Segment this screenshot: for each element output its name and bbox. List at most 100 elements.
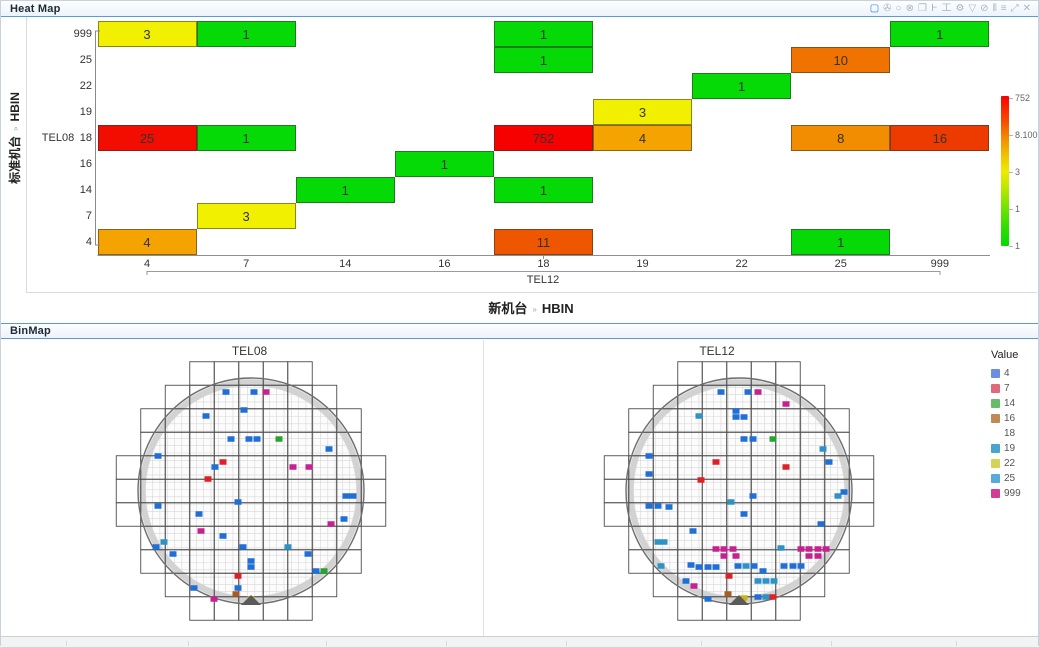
y-axis-title-main: 标准机台 [8, 135, 22, 184]
binmap-legend-item[interactable]: 14 [991, 396, 1021, 411]
binmap-legend-item[interactable]: 16 [991, 411, 1021, 426]
menu-icon[interactable]: ≡ [1000, 3, 1007, 14]
legend-swatch [991, 474, 1000, 483]
binmap-panel-titlebar[interactable]: BinMap [1, 323, 1038, 339]
legend-swatch [991, 444, 1000, 453]
heatmap-toolbar: ▢ ✇ ○ ⊗ ❐ Ͱ 工 ⚙ ▽ ⊘ ⫴ ≡ ⤢ ✕ [870, 2, 1038, 15]
heatmap-cell[interactable]: 752 [493, 125, 593, 151]
wafer-map-tel12[interactable] [599, 353, 879, 641]
binmap-legend-item[interactable]: 22 [991, 456, 1021, 471]
color-scale-tick-label: 3 [1009, 167, 1020, 177]
binmap-legend-item[interactable]: 25 [991, 471, 1021, 486]
heatmap-cell[interactable]: 8 [791, 125, 891, 151]
heatmap-cell[interactable]: 4 [97, 229, 197, 255]
binmap-legend-item[interactable]: 7 [991, 381, 1021, 396]
heatmap-cell[interactable]: 11 [493, 229, 593, 255]
legend-label: 22 [1004, 458, 1016, 469]
x-axis-tick-label: 25 [834, 258, 847, 270]
heatmap-cell[interactable]: 25 [97, 125, 197, 151]
deselect-icon[interactable]: ⊗ [905, 3, 914, 14]
y-axis-tick-label: 16 [79, 158, 92, 170]
binmap-panel-title: BinMap [10, 325, 51, 337]
heatmap-cell[interactable]: 3 [593, 99, 693, 125]
x-axis-tick-label: 16 [438, 258, 451, 270]
binmap-legend-item[interactable]: 19 [991, 441, 1021, 456]
legend-swatch [991, 399, 1000, 408]
heatmap-cell[interactable]: 3 [196, 203, 296, 229]
strip-tick [566, 641, 567, 646]
binmap-legend-item[interactable]: 4 [991, 366, 1021, 381]
copy-icon[interactable]: ❐ [917, 3, 927, 14]
binmap-legend-item[interactable]: 18 [991, 426, 1021, 441]
wafer-title-tel08: TEL08 [231, 344, 268, 358]
x-axis-title-sub: HBIN [541, 301, 574, 316]
heatmap-cell[interactable]: 1 [295, 177, 395, 203]
color-scale-tick-label: 1 [1009, 204, 1020, 214]
y-axis-tick-label: 18 [79, 132, 92, 144]
x-group-label-tel12: TEL12 [526, 274, 560, 286]
heatmap-cell[interactable]: 1 [196, 21, 296, 47]
x-axis-tick-label: 4 [143, 258, 151, 270]
h-span-icon[interactable]: Ͱ [930, 3, 938, 14]
legend-label: 16 [1004, 413, 1016, 424]
heatmap-panel-titlebar[interactable]: Heat Map ▢ ✇ ○ ⊗ ❐ Ͱ 工 ⚙ ▽ ⊘ ⫴ ≡ ⤢ ✕ [1, 1, 1038, 17]
legend-label: 7 [1004, 383, 1010, 394]
heatmap-cell[interactable]: 1 [493, 47, 593, 73]
close-icon[interactable]: ✕ [1022, 3, 1031, 14]
heatmap-cell[interactable]: 1 [394, 151, 494, 177]
y-axis-tick-label: 4 [85, 236, 92, 248]
y-axis-tick-label: 14 [79, 184, 92, 196]
circle-select-icon[interactable]: ○ [895, 3, 902, 14]
rect-select-icon[interactable]: ▢ [869, 3, 880, 14]
heatmap-cell[interactable]: 4 [593, 125, 693, 151]
y-axis-tick-label: 19 [79, 106, 92, 118]
strip-tick [326, 641, 327, 646]
heatmap-cell[interactable]: 1 [791, 229, 891, 255]
strip-tick [66, 641, 67, 646]
heatmap-color-scale[interactable] [1001, 96, 1009, 246]
bottom-panel-strip[interactable] [1, 636, 1038, 647]
y-axis-tick-label: 25 [79, 54, 92, 66]
heatmap-cell[interactable]: 1 [493, 21, 593, 47]
y-axis-tick-label: 22 [79, 80, 92, 92]
legend-swatch [991, 459, 1000, 468]
x-axis-tick-label: 7 [243, 258, 250, 270]
heatmap-cell[interactable]: 1 [196, 125, 296, 151]
binmap-legend-title: Value [991, 349, 1019, 361]
heatmap-panel-title: Heat Map [10, 2, 61, 15]
heatmap-x-axis-title: 新机台 » HBIN [26, 298, 1036, 317]
wafer-map-tel08[interactable] [111, 353, 391, 641]
x-axis-title-main: 新机台 [488, 301, 528, 316]
heatmap-cell[interactable]: 1 [890, 21, 990, 47]
settings-gear-icon[interactable]: ⚙ [955, 3, 965, 14]
legend-label: 999 [1004, 488, 1021, 499]
strip-tick [701, 641, 702, 646]
legend-swatch [991, 369, 1000, 378]
legend-label: 19 [1004, 443, 1016, 454]
strip-tick [188, 641, 189, 646]
color-scale-tick-label: 8.100 [1009, 130, 1038, 140]
edit-icon[interactable]: ⊘ [980, 3, 989, 14]
legend-swatch [991, 414, 1000, 423]
lasso-select-icon[interactable]: ✇ [883, 3, 892, 14]
color-scale-tick-label: 1 [1009, 241, 1020, 251]
binmap-legend-item[interactable]: 999 [991, 486, 1021, 501]
y-axis-title-sub: HBIN [8, 92, 22, 122]
heatmap-cell[interactable]: 1 [692, 73, 792, 99]
y-axis-tick-label: 7 [85, 210, 92, 222]
heatmap-cell[interactable]: 3 [97, 21, 197, 47]
x-axis-title-sep: » [532, 305, 537, 314]
columns-icon[interactable]: ⫴ [992, 3, 997, 14]
binmap-legend: Value 4 7 14 16 18 19 22 25 999 [991, 349, 1021, 501]
heatmap-cell[interactable]: 1 [493, 177, 593, 203]
x-axis-tick-label: 18 [537, 258, 550, 270]
i-beam-icon[interactable]: 工 [941, 3, 952, 14]
heatmap-cell[interactable]: 10 [791, 47, 891, 73]
maximize-icon[interactable]: ⤢ [1010, 3, 1019, 14]
strip-tick [956, 641, 957, 646]
heatmap-cell[interactable]: 16 [890, 125, 990, 151]
legend-swatch [991, 489, 1000, 498]
legend-swatch [991, 429, 1000, 438]
filter-funnel-icon[interactable]: ▽ [968, 3, 977, 14]
